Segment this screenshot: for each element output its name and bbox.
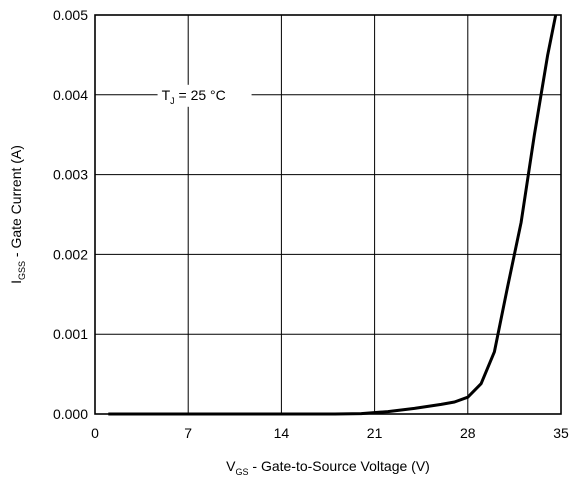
x-tick-label-2: 14	[274, 425, 290, 441]
x-tick-label-5: 35	[553, 425, 569, 441]
x-axis-ticks: 0 7 14 21 28 35	[91, 425, 569, 441]
x-tick-label-4: 28	[460, 425, 476, 441]
junction-temperature-annotation: TJ = 25 °C	[162, 87, 226, 106]
y-tick-label-5: 0.005	[53, 7, 88, 23]
y-tick-label-3: 0.003	[53, 167, 88, 183]
plot-frame	[94, 14, 562, 415]
y-axis-ticks: 0.000 0.001 0.002 0.003 0.004 0.005	[53, 7, 88, 422]
x-tick-label-0: 0	[91, 425, 99, 441]
y-tick-label-1: 0.001	[53, 326, 88, 342]
y-tick-label-0: 0.000	[53, 406, 88, 422]
grid	[95, 15, 561, 414]
x-tick-label-1: 7	[184, 425, 192, 441]
series-group	[108, 14, 558, 416]
y-tick-label-4: 0.004	[53, 87, 88, 103]
series-line-0	[108, 14, 558, 416]
x-axis-label: VGS - Gate-to-Source Voltage (V)	[226, 458, 430, 477]
x-tick-label-3: 21	[367, 425, 383, 441]
y-axis-label: IGSS - Gate Current (A)	[8, 145, 27, 284]
y-tick-label-2: 0.002	[53, 246, 88, 262]
annotation-background	[157, 84, 252, 107]
